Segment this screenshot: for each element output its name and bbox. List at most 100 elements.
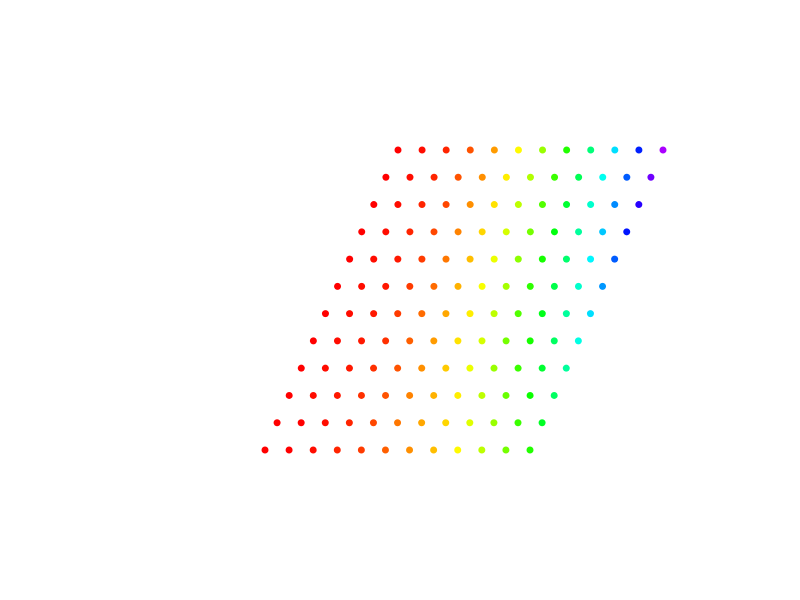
point bbox=[562, 310, 570, 318]
point bbox=[659, 146, 667, 154]
point bbox=[454, 391, 462, 399]
point bbox=[454, 282, 462, 290]
point bbox=[406, 173, 414, 181]
point bbox=[539, 146, 547, 154]
point bbox=[297, 419, 305, 427]
point bbox=[309, 446, 317, 454]
point bbox=[394, 255, 402, 263]
point bbox=[442, 146, 450, 154]
point bbox=[526, 337, 534, 345]
point bbox=[369, 419, 377, 427]
point bbox=[490, 419, 498, 427]
point bbox=[514, 310, 522, 318]
point bbox=[358, 337, 366, 345]
point bbox=[466, 310, 474, 318]
point bbox=[514, 146, 522, 154]
point bbox=[346, 255, 354, 263]
point bbox=[502, 173, 510, 181]
point bbox=[538, 310, 546, 318]
point bbox=[611, 255, 619, 263]
point bbox=[502, 446, 510, 454]
point bbox=[406, 228, 414, 236]
point bbox=[418, 310, 426, 318]
point bbox=[587, 255, 595, 263]
point bbox=[382, 282, 390, 290]
point bbox=[538, 255, 546, 263]
point bbox=[333, 337, 341, 345]
point bbox=[490, 255, 498, 263]
point bbox=[381, 446, 389, 454]
point bbox=[406, 337, 414, 345]
point bbox=[514, 364, 522, 372]
point bbox=[490, 201, 498, 209]
point bbox=[575, 173, 583, 181]
point bbox=[611, 146, 619, 154]
point bbox=[478, 337, 486, 345]
point bbox=[333, 446, 341, 454]
point bbox=[538, 419, 546, 427]
point bbox=[635, 201, 643, 209]
point bbox=[418, 364, 426, 372]
point bbox=[563, 201, 571, 209]
point bbox=[562, 255, 570, 263]
point bbox=[466, 255, 474, 263]
point bbox=[285, 391, 293, 399]
point bbox=[346, 310, 354, 318]
point bbox=[526, 446, 534, 454]
point bbox=[442, 255, 450, 263]
point bbox=[345, 364, 353, 372]
point bbox=[623, 228, 631, 236]
point bbox=[538, 364, 546, 372]
point bbox=[514, 419, 522, 427]
point bbox=[394, 146, 402, 154]
point bbox=[478, 228, 486, 236]
point bbox=[587, 201, 595, 209]
point bbox=[478, 446, 486, 454]
point bbox=[562, 364, 570, 372]
point bbox=[574, 337, 582, 345]
point bbox=[321, 419, 329, 427]
point bbox=[514, 201, 522, 209]
point bbox=[551, 173, 559, 181]
point bbox=[273, 419, 281, 427]
point bbox=[502, 337, 510, 345]
point bbox=[382, 228, 390, 236]
point bbox=[466, 146, 474, 154]
point bbox=[261, 446, 269, 454]
point bbox=[394, 310, 402, 318]
point bbox=[442, 419, 450, 427]
point bbox=[430, 337, 438, 345]
point bbox=[538, 201, 546, 209]
point bbox=[357, 446, 365, 454]
point bbox=[454, 337, 462, 345]
point bbox=[394, 419, 402, 427]
point bbox=[490, 364, 498, 372]
point bbox=[430, 228, 438, 236]
point bbox=[466, 364, 474, 372]
point bbox=[442, 364, 450, 372]
point bbox=[345, 419, 353, 427]
point bbox=[526, 282, 534, 290]
point bbox=[370, 255, 378, 263]
point bbox=[430, 282, 438, 290]
point bbox=[550, 228, 558, 236]
point bbox=[454, 446, 462, 454]
point bbox=[370, 364, 378, 372]
point bbox=[334, 282, 342, 290]
point bbox=[454, 228, 462, 236]
point bbox=[647, 173, 655, 181]
point bbox=[309, 391, 317, 399]
point bbox=[442, 201, 450, 209]
point bbox=[502, 391, 510, 399]
point bbox=[357, 391, 365, 399]
point bbox=[635, 146, 643, 154]
point bbox=[370, 201, 378, 209]
point bbox=[321, 364, 329, 372]
point bbox=[430, 173, 438, 181]
point bbox=[382, 173, 390, 181]
point bbox=[599, 173, 607, 181]
point bbox=[599, 228, 607, 236]
point bbox=[297, 364, 305, 372]
point bbox=[478, 282, 486, 290]
